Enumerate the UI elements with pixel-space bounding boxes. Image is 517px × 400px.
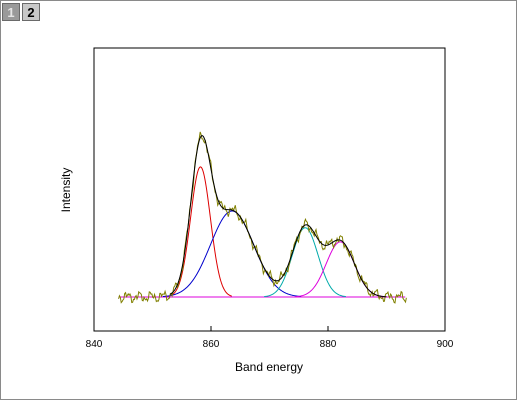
layer-tab-1[interactable]: 1	[2, 3, 20, 21]
x-axis-title: Band energy	[235, 360, 303, 374]
y-axis-title: Intensity	[59, 168, 73, 213]
layer-tab-2[interactable]: 2	[22, 3, 40, 21]
fit-peak-1	[168, 166, 232, 297]
fit-peak-3	[263, 227, 346, 298]
x-tick-label: 860	[203, 339, 220, 350]
measured-data-line	[118, 131, 407, 304]
x-axis-ticks: 840 860 880 900	[86, 326, 454, 350]
plot-frame	[93, 47, 446, 332]
envelope-fit-line	[169, 135, 387, 298]
x-tick-label: 840	[86, 339, 103, 350]
x-tick-label: 900	[437, 339, 454, 350]
fit-peak-2	[162, 210, 301, 298]
plot-curves	[118, 131, 407, 304]
fit-peak-4	[295, 241, 385, 298]
layer-tabs: 1 2	[2, 3, 40, 21]
x-tick-label: 880	[320, 339, 337, 350]
